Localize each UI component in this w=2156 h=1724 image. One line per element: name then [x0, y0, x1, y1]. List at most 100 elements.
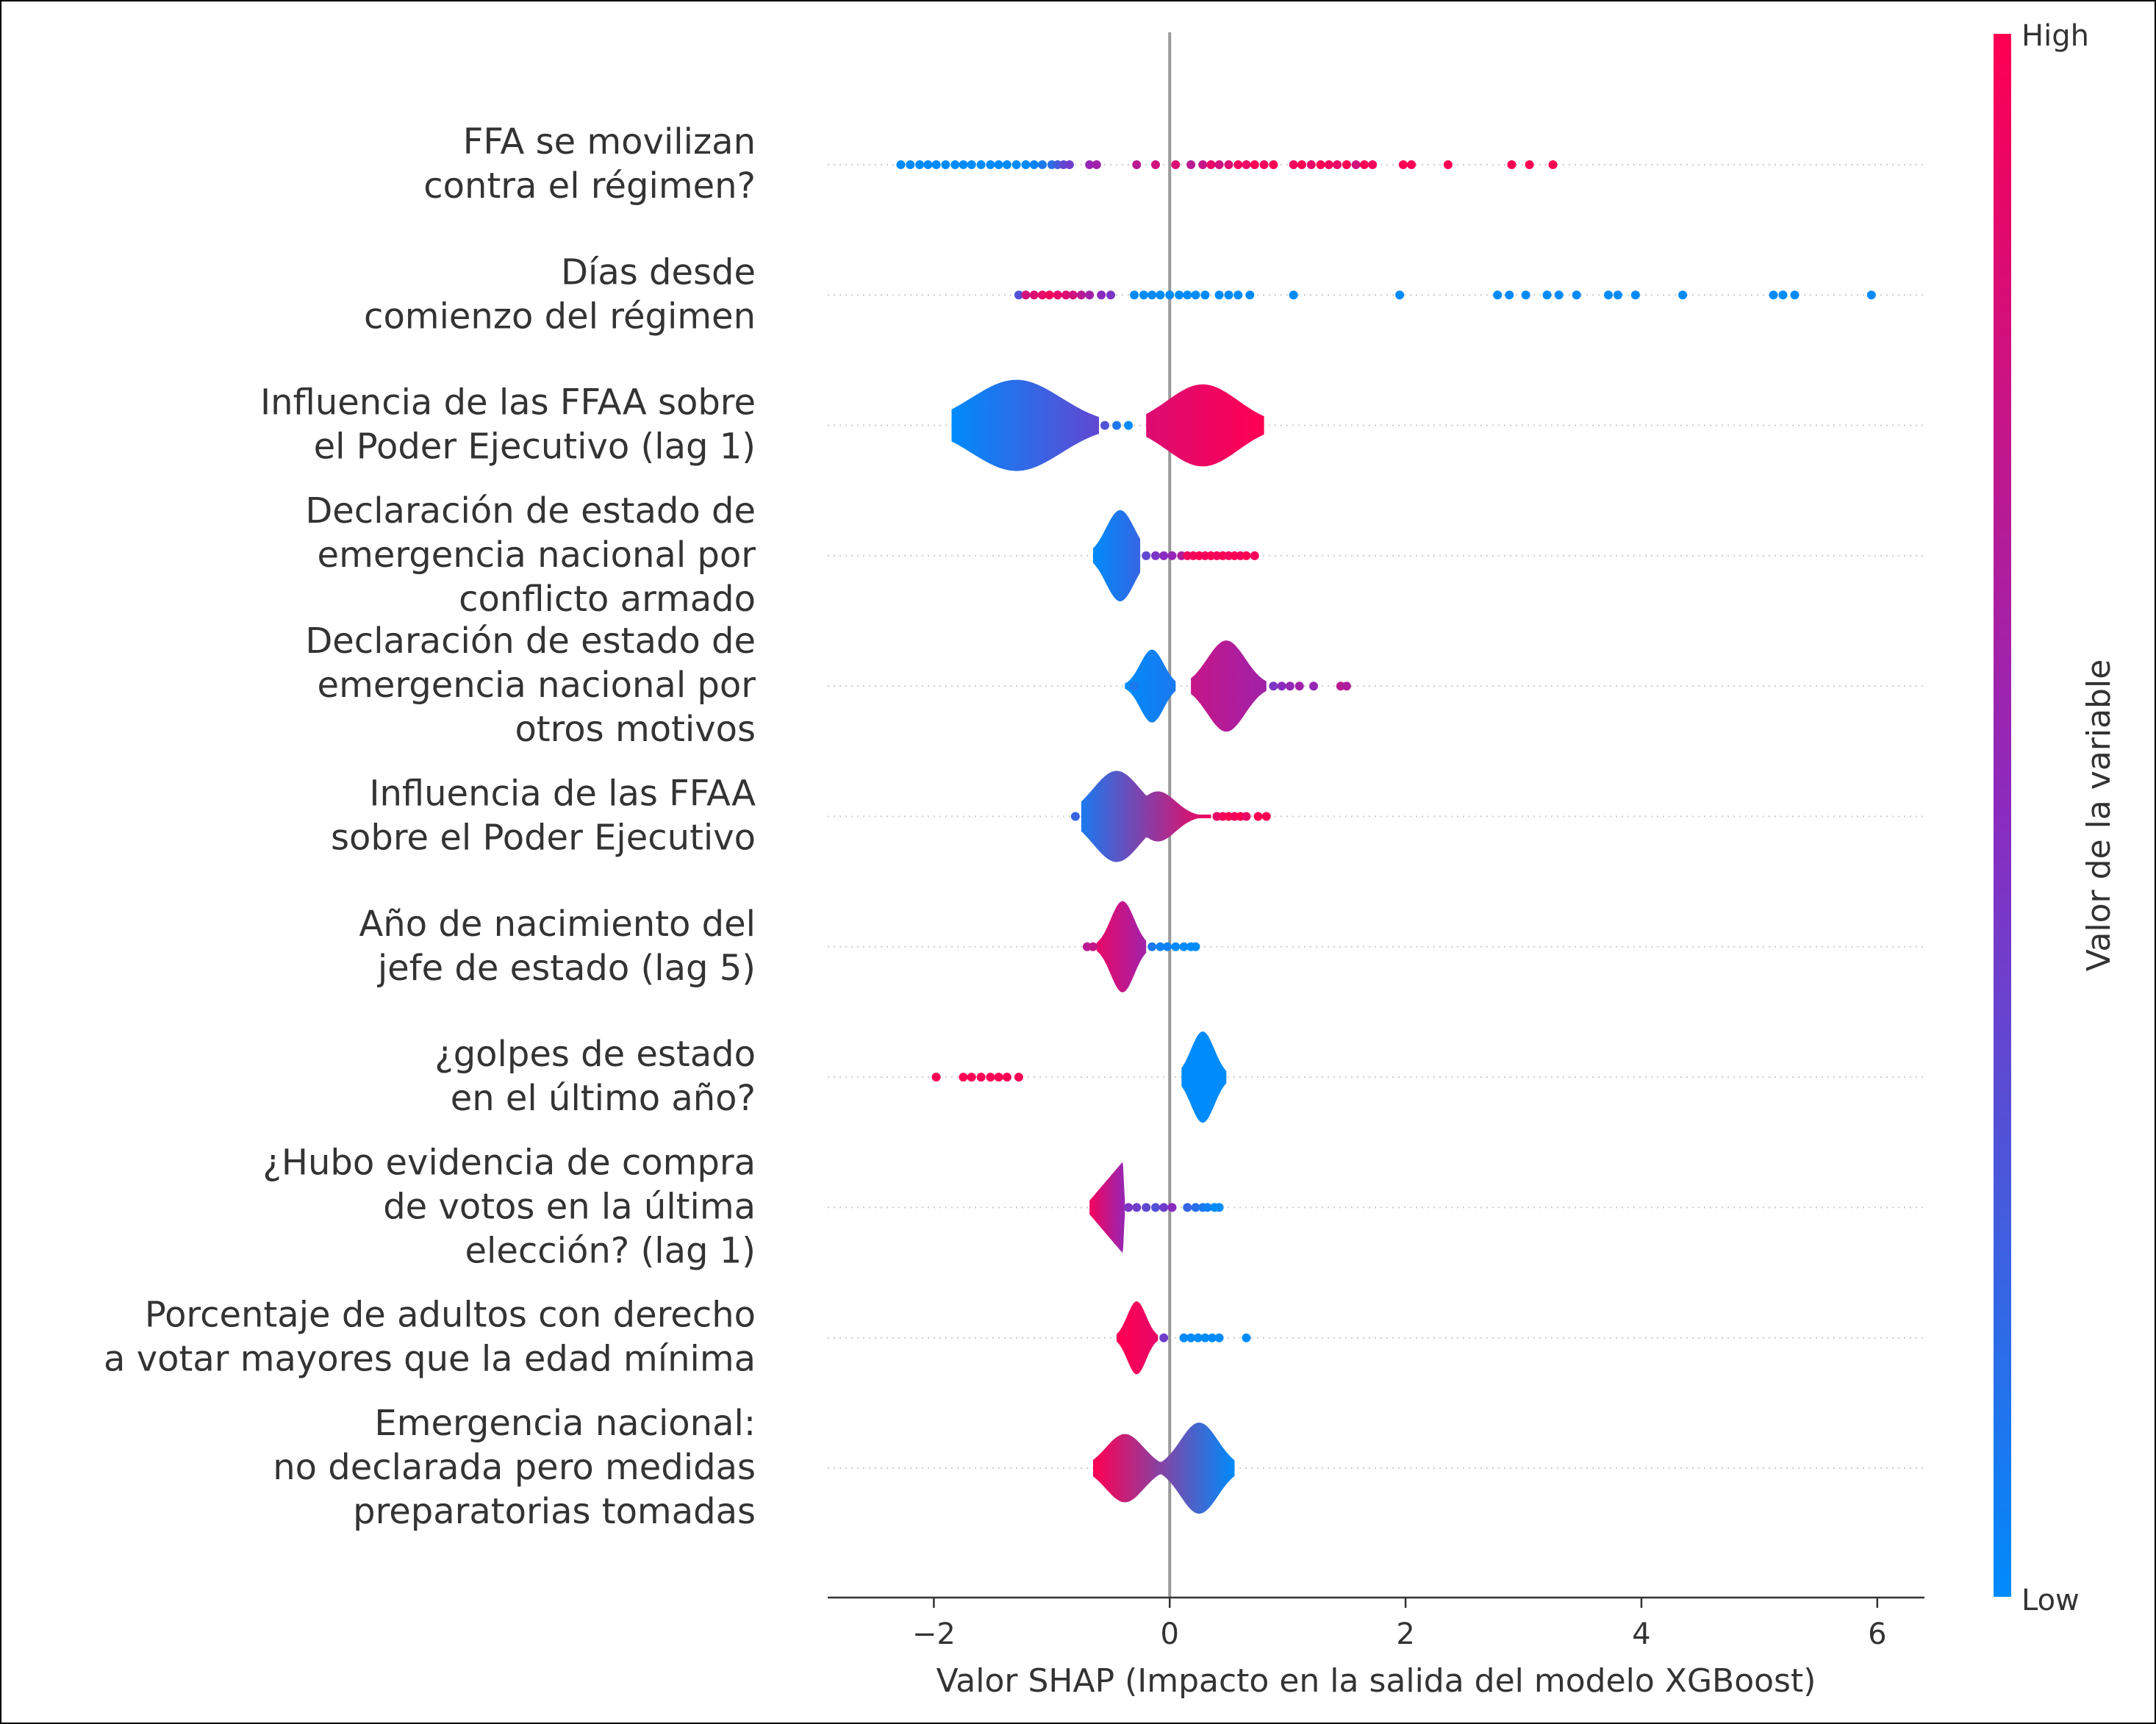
shap-point: [1191, 290, 1200, 300]
shap-point: [1038, 290, 1047, 300]
shap-point: [1179, 942, 1189, 951]
shap-point: [896, 160, 906, 169]
shap-point: [1277, 682, 1286, 691]
shap-point: [1200, 290, 1210, 300]
shap-point: [1070, 812, 1080, 821]
x-axis-label: Valor SHAP (Impacto en la salida del mod…: [936, 1662, 1816, 1700]
shap-point: [967, 1073, 976, 1082]
shap-point: [1186, 1333, 1196, 1342]
shap-point: [1324, 160, 1333, 169]
shap-point: [1259, 160, 1269, 169]
colorbar-high-label: High: [2021, 19, 2089, 53]
shap-point: [1269, 682, 1278, 691]
x-tick-label: 0: [1161, 1617, 1179, 1651]
shap-point: [1554, 290, 1564, 300]
shap-point: [1064, 160, 1074, 169]
shap-point: [1151, 551, 1160, 560]
shap-point: [986, 160, 995, 169]
shap-point: [1159, 1203, 1169, 1212]
shap-point: [1572, 290, 1581, 300]
feature-label: emergencia nacional por: [318, 534, 756, 576]
shap-point: [1214, 160, 1224, 169]
shap-point: [1191, 1203, 1200, 1212]
shap-point: [1186, 160, 1196, 169]
feature-label: ¿golpes de estado: [434, 1034, 756, 1075]
shap-point: [976, 160, 986, 169]
shap-point: [1029, 160, 1039, 169]
violin-shape: [1096, 901, 1147, 992]
shap-point: [1316, 160, 1325, 169]
shap-point: [1253, 812, 1263, 821]
shap-point: [1175, 290, 1184, 300]
shap-point: [1100, 421, 1109, 430]
feature-label: Año de nacimiento del: [359, 904, 756, 945]
shap-point: [994, 1073, 1003, 1082]
shap-point: [1191, 942, 1200, 951]
shap-point: [1179, 1333, 1189, 1342]
shap-point: [1198, 160, 1208, 169]
shap-point: [1112, 421, 1122, 430]
shap-point: [1224, 160, 1233, 169]
violin-shape: [1181, 1031, 1227, 1123]
shap-point: [1342, 160, 1351, 169]
violin-shape: [1117, 1301, 1158, 1375]
shap-point: [1142, 551, 1151, 560]
shap-point: [1233, 160, 1243, 169]
colorbar-gradient: [1994, 34, 2011, 1597]
shap-point: [1242, 812, 1251, 821]
shap-point: [1395, 290, 1405, 300]
feature-label: contra el régimen?: [423, 165, 756, 207]
shap-point: [923, 160, 933, 169]
shap-point: [1242, 1333, 1251, 1342]
shap-point: [1245, 290, 1255, 300]
shap-point: [1130, 682, 1139, 691]
shap-point: [1045, 290, 1054, 300]
shap-point: [1167, 1203, 1177, 1212]
shap-point: [1147, 942, 1157, 951]
shap-point: [1021, 290, 1031, 300]
shap-point: [1171, 942, 1181, 951]
shap-point: [1163, 942, 1172, 951]
shap-point: [1261, 812, 1271, 821]
x-tick-label: 4: [1632, 1617, 1650, 1651]
feature-label: Declaración de estado de: [305, 490, 756, 532]
shap-point: [1521, 290, 1530, 300]
shap-point: [1505, 290, 1514, 300]
shap-point: [1106, 290, 1115, 300]
shap-point: [1085, 290, 1095, 300]
feature-label: comienzo del régimen: [364, 296, 756, 337]
x-tick-label: 6: [1868, 1617, 1886, 1651]
feature-label: Influencia de las FFAA sobre: [260, 382, 756, 423]
feature-label: emergencia nacional por: [318, 665, 756, 706]
shap-point: [1769, 290, 1778, 300]
violin-shape: [1125, 649, 1176, 723]
shap-point: [1014, 1073, 1023, 1082]
shap-point: [1147, 290, 1157, 300]
feature-label: Declaración de estado de: [305, 620, 756, 662]
shap-point: [1542, 290, 1552, 300]
shap-point: [1165, 290, 1175, 300]
shap-point: [1285, 682, 1294, 691]
shap-point: [1203, 1203, 1212, 1212]
shap-point: [1002, 160, 1011, 169]
violin-shape: [1081, 770, 1211, 862]
shap-point: [931, 1073, 941, 1082]
shap-point: [1159, 1333, 1169, 1342]
shap-point: [931, 160, 941, 169]
shap-point: [1548, 160, 1558, 169]
shap-point: [1493, 290, 1503, 300]
shap-point: [1368, 160, 1378, 169]
violin-shape: [1089, 1162, 1125, 1253]
shap-point: [1085, 160, 1095, 169]
feature-label: el Poder Ejecutivo (lag 1): [314, 426, 756, 468]
feature-label: a votar mayores que la edad mínima: [104, 1339, 756, 1380]
feature-marks: [896, 160, 1876, 1514]
shap-point: [1097, 290, 1106, 300]
shap-point: [1613, 290, 1622, 300]
violin-shape: [1093, 1423, 1235, 1514]
shap-point: [1206, 160, 1216, 169]
shap-point: [1289, 160, 1298, 169]
shap-point: [1159, 551, 1169, 560]
